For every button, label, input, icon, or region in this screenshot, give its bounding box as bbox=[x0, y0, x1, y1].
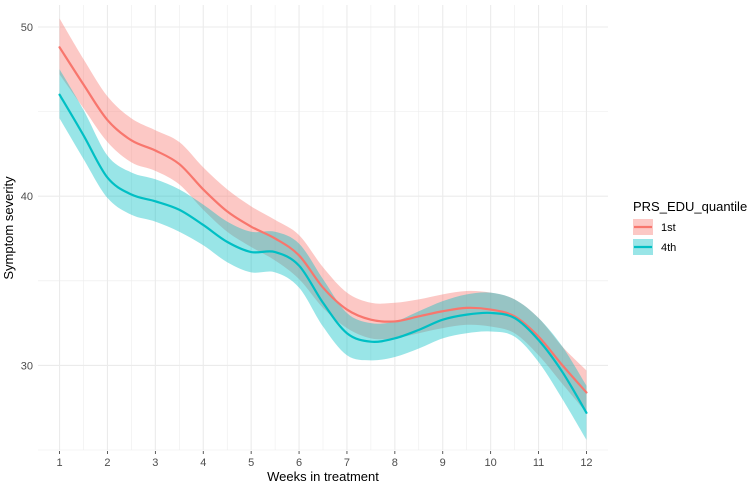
y-tick-label: 40 bbox=[21, 191, 33, 203]
legend-item-1st: 1st bbox=[633, 219, 676, 235]
x-axis-title: Weeks in treatment bbox=[267, 469, 379, 484]
y-tick-label: 50 bbox=[21, 22, 33, 34]
series-lines bbox=[58, 46, 588, 414]
x-tick-label: 10 bbox=[485, 457, 497, 469]
x-tick-label: 9 bbox=[440, 457, 446, 469]
x-axis-ticks: 1 2 3 4 5 6 7 8 9 10 11 12 bbox=[56, 451, 593, 469]
x-tick-label: 4 bbox=[200, 457, 206, 469]
x-tick-label: 7 bbox=[344, 457, 350, 469]
x-tick-label: 3 bbox=[152, 457, 158, 469]
x-tick-label: 8 bbox=[392, 457, 398, 469]
grid bbox=[38, 5, 608, 451]
legend: PRS_EDU_quantile 1st 4th bbox=[633, 199, 747, 255]
confidence-bands bbox=[59, 18, 587, 440]
x-tick-label: 6 bbox=[296, 457, 302, 469]
legend-item-4th: 4th bbox=[633, 239, 676, 255]
x-tick-label: 5 bbox=[248, 457, 254, 469]
y-axis-title: Symptom severity bbox=[1, 176, 16, 280]
x-tick-label: 1 bbox=[56, 457, 62, 469]
legend-title: PRS_EDU_quantile bbox=[633, 199, 747, 214]
legend-label: 4th bbox=[661, 242, 676, 254]
x-tick-label: 12 bbox=[580, 457, 592, 469]
series-line-4th bbox=[58, 93, 588, 414]
y-axis-ticks: 30 40 50 bbox=[21, 22, 33, 372]
y-tick-label: 30 bbox=[21, 360, 33, 372]
series-line-1st bbox=[58, 46, 588, 394]
confidence-band-1st bbox=[59, 18, 587, 413]
x-tick-label: 2 bbox=[104, 457, 110, 469]
x-tick-label: 11 bbox=[533, 457, 544, 469]
legend-label: 1st bbox=[661, 222, 676, 234]
legend-items: 1st 4th bbox=[633, 219, 676, 255]
